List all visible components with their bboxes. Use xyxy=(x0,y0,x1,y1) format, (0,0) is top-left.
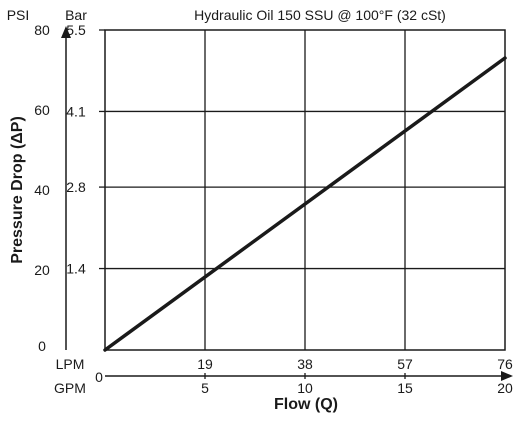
x-axis-title: Flow (Q) xyxy=(274,396,338,413)
bar-tick-label: 1.4 xyxy=(66,261,86,277)
gpm-tick-label: 10 xyxy=(297,380,313,396)
axes xyxy=(61,26,513,381)
grid-lines xyxy=(104,29,506,351)
series-line xyxy=(103,56,507,352)
psi-axis-arrowhead xyxy=(61,26,71,38)
lpm-tick-label: 19 xyxy=(197,356,213,372)
psi-tick-label: 40 xyxy=(34,182,50,198)
gpm-tick-label: 5 xyxy=(201,380,209,396)
psi-tick-label: 0 xyxy=(38,338,46,354)
lpm-tick-label: 76 xyxy=(497,356,513,372)
psi-unit-label: PSI xyxy=(7,7,30,23)
tick-labels: 1.4 2.8 4.1 5.5 5 10 15 20 0 19 38 57 76 0 20 40 60 80 xyxy=(34,22,513,396)
series-layer xyxy=(103,56,507,352)
lpm-unit-label: LPM xyxy=(56,356,85,372)
gpm-tick-label: 15 xyxy=(397,380,413,396)
chart-title: Hydraulic Oil 150 SSU @ 100°F (32 cSt) xyxy=(194,7,446,23)
gpm-unit-label: GPM xyxy=(54,380,86,396)
bar-tick-label: 5.5 xyxy=(66,22,86,38)
lpm-tick-label: 38 xyxy=(297,356,313,372)
bar-unit-label: Bar xyxy=(65,7,87,23)
bar-tick-label: 4.1 xyxy=(66,103,86,119)
lpm-tick-label: 57 xyxy=(397,356,413,372)
gpm-axis-arrowhead xyxy=(501,371,513,381)
psi-tick-label: 60 xyxy=(34,102,50,118)
bar-tick-label: 2.8 xyxy=(66,179,86,195)
psi-tick-label: 80 xyxy=(34,22,50,38)
psi-tick-label: 20 xyxy=(34,262,50,278)
y-axis-title: Pressure Drop (ΔP) xyxy=(9,116,26,264)
gpm-tick-label: 0 xyxy=(95,369,103,385)
gpm-tick-label: 20 xyxy=(497,380,513,396)
